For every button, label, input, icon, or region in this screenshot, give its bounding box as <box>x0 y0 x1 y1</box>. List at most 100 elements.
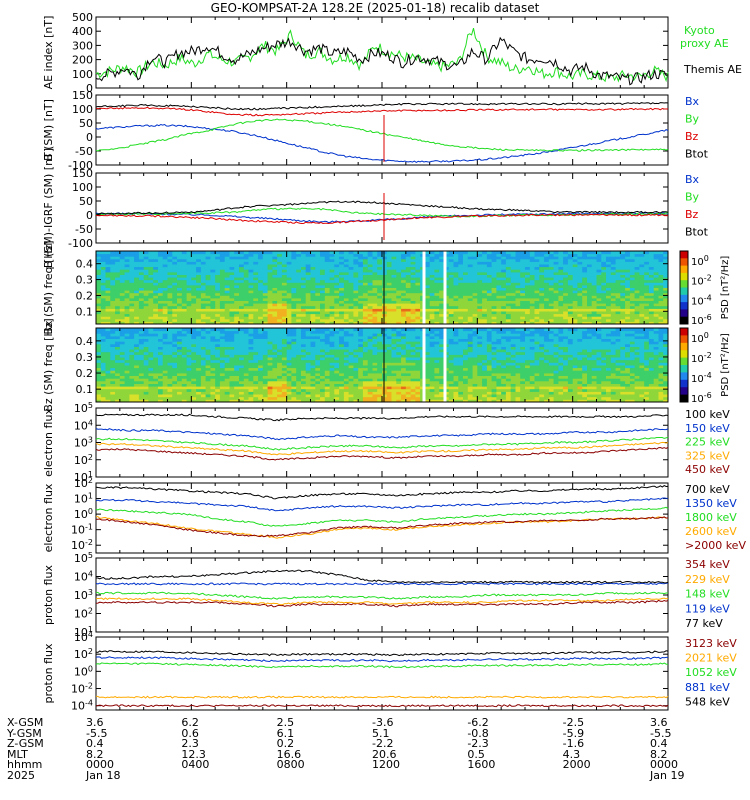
y-tick-label: 0.2 <box>76 289 94 302</box>
ephemeris-value: 0.5 <box>467 747 485 761</box>
ephemeris-value: 16.6 <box>276 747 302 761</box>
y-tick-label: 0.4 <box>76 258 94 271</box>
y-tick-label: 0.1 <box>76 305 94 318</box>
y-tick-label: 0.3 <box>76 274 94 287</box>
plot-title: GEO-KOMPSAT-2A 128.2E (2025-01-18) recal… <box>210 1 540 15</box>
series-line-btot <box>95 200 669 215</box>
ephemeris-value: 0.2 <box>276 737 295 750</box>
y-axis-label: proton flux <box>42 565 55 625</box>
colorbar-tick-label: 100 <box>691 331 709 346</box>
series-line-kyoto-proxy-ae <box>95 27 669 83</box>
y-axis-label: electron flux <box>42 483 55 552</box>
ephemeris-value: 4.3 <box>562 747 581 761</box>
y-tick-label: 103 <box>74 588 93 603</box>
ephemeris-value: -6.2 <box>467 716 489 729</box>
ephemeris-value: 8.2 <box>86 747 104 761</box>
y-tick-label: 105 <box>74 401 93 416</box>
y-tick-label: 0 <box>86 209 93 222</box>
legend-entry: 1350 keV <box>685 497 737 510</box>
legend-entry: Btot <box>685 148 709 161</box>
ephemeris-value: 2000 <box>562 758 591 771</box>
legend-entry: 3123 keV <box>685 637 737 650</box>
ephemeris-value: 8.2 <box>650 747 668 761</box>
legend-entry: 354 keV <box>685 558 730 571</box>
y-tick-label: 150 <box>72 167 93 180</box>
y-tick-label: 100 <box>72 181 93 194</box>
series-line-148-kev <box>95 591 668 600</box>
ephemeris-value: 5.1 <box>372 726 390 740</box>
ephemeris-value: 12.3 <box>181 747 206 761</box>
series-line-3123-kev <box>95 704 669 708</box>
y-axis-label: B (SM) [nT] <box>42 99 55 161</box>
colorbar-tick-label: 10-4 <box>691 293 712 308</box>
colorbar: 100 10-2 10-4 10-6 PSD [nT²/Hz] <box>679 327 731 406</box>
legend-entry: By <box>685 113 700 126</box>
ephemeris-value: 6.1 <box>276 726 295 740</box>
legend-entry: 2021 keV <box>685 652 737 665</box>
y-axis-label: Bz (SM) freq [Hz] <box>42 318 55 411</box>
panel-4: 100 10-2 10-4 10-6 PSD [nT²/Hz] <box>96 327 731 406</box>
colorbar-label: PSD [nT²/Hz] <box>720 256 731 320</box>
legend-entry: 881 keV <box>685 681 730 694</box>
legend-entry: 548 keV <box>685 695 730 708</box>
ephemeris-value: 1600 <box>467 758 496 771</box>
series-line-150-kev <box>95 428 669 441</box>
y-tick-label: -100 <box>68 237 93 250</box>
y-tick-label: -100 <box>68 159 93 172</box>
ephemeris-value: 0.4 <box>650 737 668 750</box>
colorbar-tick-label: 10-6 <box>691 313 712 328</box>
series-line-548-kev <box>95 650 669 657</box>
ephemeris-value: 0.4 <box>86 737 104 750</box>
legend-entry: >2000 keV <box>685 539 746 552</box>
colorbar-tick-label: 100 <box>691 254 709 269</box>
legend-entry: proxy AE <box>680 37 729 50</box>
ephemeris-value: 3.6 <box>86 716 104 729</box>
y-tick-label: 0.4 <box>76 335 94 348</box>
ephemeris-value: 0400 <box>181 758 210 771</box>
y-tick-label: 100 <box>72 68 93 81</box>
y-tick-label: 50 <box>79 117 93 130</box>
legend-entry: 225 keV <box>685 436 730 449</box>
legend-entry: By <box>685 191 700 204</box>
legend-entry: 119 keV <box>685 602 730 615</box>
y-tick-label: -50 <box>75 223 93 236</box>
ephemeris-label: 2025 <box>7 768 35 782</box>
ephemeris-value: 0800 <box>276 758 305 771</box>
panel-4: 0.1 0.2 0.3 0.4 Bz (SM) freq [Hz] <box>42 318 669 412</box>
y-tick-label: 102 <box>74 476 93 491</box>
ephemeris-value: -5.9 <box>562 726 585 740</box>
legend-entry: 150 keV <box>685 422 730 435</box>
y-axis-label: Bx (SM) freq [Hz] <box>42 240 55 334</box>
colorbar-tick-label: 10-6 <box>691 391 712 406</box>
y-tick-label: 104 <box>74 630 93 645</box>
legend-entry: 1052 keV <box>685 666 737 679</box>
y-tick-label: 0.2 <box>76 367 94 380</box>
series-line-bx <box>95 212 669 224</box>
series-line-btot <box>95 102 669 111</box>
y-tick-label: 105 <box>74 551 93 566</box>
series-line-225-kev <box>95 436 669 451</box>
series-line-bx <box>95 123 669 163</box>
y-tick-label: 103 <box>74 435 93 450</box>
ephemeris-label: hhmm <box>7 758 43 771</box>
legend-entry: Kyoto <box>684 24 715 37</box>
y-tick-label: 100 <box>74 664 93 679</box>
y-axis-label: electron flux <box>42 408 55 477</box>
ephemeris-value: 3.6 <box>650 716 668 729</box>
series-line-354-kev <box>95 599 669 608</box>
y-tick-label: 10-4 <box>71 698 93 713</box>
ephemeris-value: 1200 <box>372 758 400 771</box>
series-line-100-kev <box>95 413 669 422</box>
series-line-700-kev <box>95 485 669 500</box>
ephemeris-value: 0.6 <box>181 726 199 740</box>
legend-entry: Bx <box>685 173 700 186</box>
y-tick-label: 100 <box>72 103 93 116</box>
series-line-1350-kev <box>95 497 669 512</box>
colorbar-tick-label: 10-4 <box>691 371 712 386</box>
series-line-2021-kev <box>95 695 669 699</box>
colorbar-tick-label: 10-2 <box>691 273 712 288</box>
